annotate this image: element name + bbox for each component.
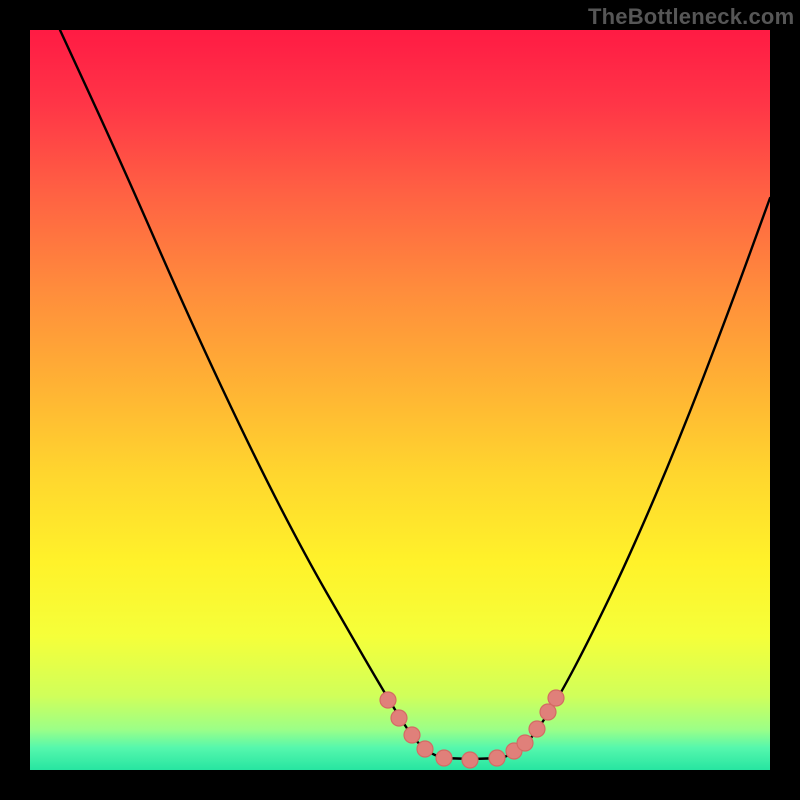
curve-marker (462, 752, 478, 768)
curve-marker (540, 704, 556, 720)
chart-frame-border (770, 0, 800, 800)
curve-marker (391, 710, 407, 726)
bottleneck-curve (60, 30, 770, 759)
curve-markers (380, 690, 564, 768)
curve-marker (517, 735, 533, 751)
curve-marker (436, 750, 452, 766)
curve-marker (380, 692, 396, 708)
curve-marker (489, 750, 505, 766)
chart-frame-border (0, 0, 30, 800)
chart-overlay (0, 0, 800, 800)
chart-frame-border (0, 770, 800, 800)
watermark-text: TheBottleneck.com (588, 4, 794, 30)
curve-marker (404, 727, 420, 743)
curve-marker (548, 690, 564, 706)
curve-marker (529, 721, 545, 737)
curve-marker (417, 741, 433, 757)
